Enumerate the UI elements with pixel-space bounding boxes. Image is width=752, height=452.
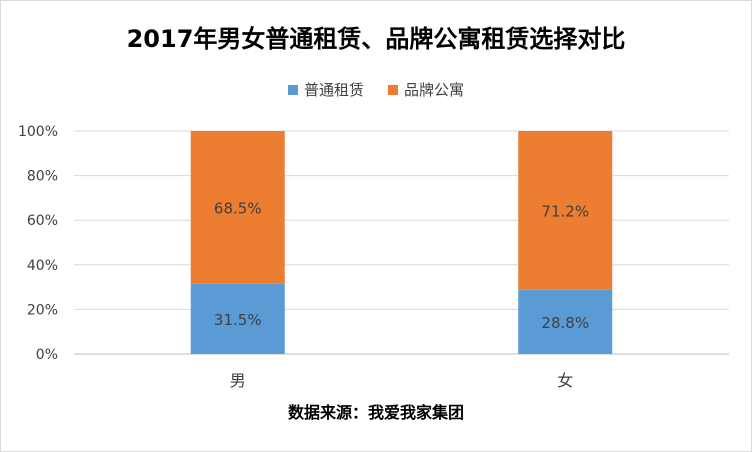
legend-item-1: 品牌公寓 <box>388 79 464 100</box>
data-label-1-0: 28.8% <box>541 314 589 332</box>
y-tick-label-0: 0% <box>36 347 58 363</box>
y-tick-label-5: 100% <box>18 124 58 140</box>
legend-swatch-0 <box>287 84 298 95</box>
data-label-0-0: 31.5% <box>214 311 262 329</box>
bar-1-0 <box>518 289 613 354</box>
legend-label-1: 品牌公寓 <box>404 81 465 99</box>
x-tick-label-0: 男 <box>230 371 246 390</box>
source-note: 数据来源：我爱我家集团 <box>287 403 464 422</box>
y-tick-label-1: 20% <box>27 302 58 318</box>
data-label-0-1: 68.5% <box>214 199 262 217</box>
bar-1-1 <box>518 131 613 290</box>
bar-0-1 <box>190 131 285 284</box>
legend-swatch-1 <box>388 84 398 95</box>
data-label-1-1: 71.2% <box>541 202 589 220</box>
bar-0-0 <box>190 283 285 354</box>
y-tick-label-2: 40% <box>27 258 58 274</box>
y-tick-label-3: 60% <box>27 213 58 229</box>
y-tick-label-4: 80% <box>27 169 58 185</box>
legend-item-0: 普通租赁 <box>287 79 364 100</box>
x-tick-label-1: 女 <box>557 371 573 390</box>
legend-label-0: 普通租赁 <box>303 81 364 99</box>
chart-title: 2017年男女普通租赁、品牌公寓租赁选择对比 <box>126 25 626 53</box>
chart-legend: 普通租赁 品牌公寓 <box>1 79 751 100</box>
